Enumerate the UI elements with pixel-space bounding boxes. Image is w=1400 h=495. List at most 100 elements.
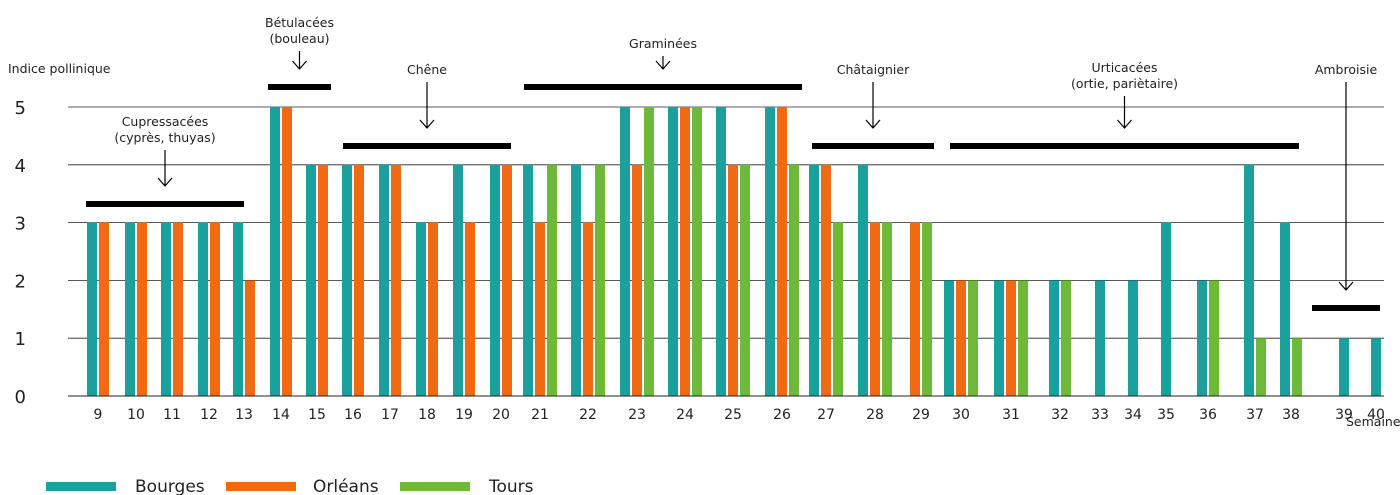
period-label: Graminées [629, 36, 697, 51]
x-tick-label: 26 [773, 407, 791, 423]
bar-orléans-week-20 [502, 164, 512, 396]
x-tick-label: 16 [344, 407, 362, 423]
bar-tours-week-23 [644, 107, 654, 396]
bar-orléans-week-11 [173, 222, 183, 396]
bar-bourges-week-14 [270, 107, 280, 396]
legend-label: Orléans [313, 477, 379, 495]
arrow-down-icon [1117, 96, 1132, 129]
bar-tours-week-25 [740, 164, 750, 396]
period-label: Châtaignier [837, 62, 910, 77]
bar-bourges-week-28 [858, 164, 868, 396]
x-tick-label: 35 [1157, 407, 1175, 423]
bar-bourges-week-13 [233, 222, 243, 396]
bar-bourges-week-23 [620, 107, 630, 396]
y-axis-title: Indice pollinique [8, 61, 111, 76]
x-tick-label: 20 [492, 407, 510, 423]
period-bar [86, 201, 244, 207]
legend-item-bourges: Bourges [46, 477, 205, 495]
period-bar [812, 143, 934, 149]
pollen-periods: Cupressacées(cyprès, thuyas) Bétulacées(b… [86, 15, 1380, 311]
bar-bourges-week-16 [342, 164, 352, 396]
x-tick-label: 9 [94, 407, 103, 423]
bar-orléans-week-22 [583, 222, 593, 396]
bar-tours-week-38 [1292, 338, 1302, 396]
bar-bourges-week-22 [571, 164, 581, 396]
y-tick-label: 5 [15, 98, 26, 119]
period-label: Bétulacées [265, 15, 334, 30]
period-ambroisie: Ambroisie [1312, 62, 1380, 311]
bar-bourges-week-9 [87, 222, 97, 396]
x-tick-label: 39 [1335, 407, 1353, 423]
x-tick-label: 21 [531, 407, 549, 423]
bar-bourges-week-34 [1128, 280, 1138, 396]
period-châtaignier: Châtaignier [812, 62, 934, 149]
bar-orléans-week-13 [245, 280, 255, 396]
x-tick-label: 14 [272, 407, 290, 423]
y-tick-label: 0 [15, 387, 26, 408]
bar-bourges-week-27 [809, 164, 819, 396]
bar-tours-week-24 [692, 107, 702, 396]
x-tick-label: 32 [1051, 407, 1069, 423]
arrow-down-icon [157, 150, 173, 187]
bar-orléans-week-31 [1006, 280, 1016, 396]
period-label: (bouleau) [269, 31, 329, 46]
legend-swatch [46, 482, 116, 491]
period-label: Ambroisie [1315, 62, 1378, 77]
x-tick-label: 33 [1091, 407, 1109, 423]
y-tick-label: 2 [15, 271, 26, 292]
bar-tours-week-32 [1061, 280, 1071, 396]
legend-item-orléans: Orléans [226, 477, 379, 495]
bar-bourges-week-31 [994, 280, 1004, 396]
x-tick-label: 38 [1282, 407, 1300, 423]
x-tick-label: 12 [200, 407, 218, 423]
bar-bourges-week-26 [765, 107, 775, 396]
x-tick-label: 11 [163, 407, 181, 423]
bar-bourges-week-36 [1197, 280, 1207, 396]
bar-orléans-week-15 [318, 164, 328, 396]
bar-orléans-week-28 [870, 222, 880, 396]
bar-bourges-week-10 [125, 222, 135, 396]
bar-tours-week-28 [882, 222, 892, 396]
arrow-down-icon [419, 82, 435, 129]
arrow-down-icon [292, 51, 307, 70]
bar-bourges-week-37 [1244, 164, 1254, 396]
bar-orléans-week-29 [910, 222, 920, 396]
bar-tours-week-31 [1018, 280, 1028, 396]
x-tick-label: 37 [1246, 407, 1264, 423]
x-axis: 9 10 11 12 13 14 15 16 17 18 19 20 21 22 23 24 25 26 27 28 2… [68, 395, 1385, 423]
legend-label: Tours [488, 477, 534, 495]
bar-tours-week-30 [968, 280, 978, 396]
period-label: (cyprès, thuyas) [114, 130, 215, 145]
x-tick-label: 17 [381, 407, 399, 423]
bar-bourges-week-25 [716, 107, 726, 396]
period-chêne: Chêne [343, 62, 511, 149]
bar-orléans-week-27 [821, 164, 831, 396]
y-axis: 0 1 2 3 4 5 [15, 98, 26, 408]
bar-bourges-week-11 [161, 222, 171, 396]
bar-orléans-week-19 [465, 222, 475, 396]
bar-tours-week-36 [1209, 280, 1219, 396]
x-tick-label: 22 [579, 407, 597, 423]
x-tick-label: 34 [1124, 407, 1142, 423]
bar-bourges-week-40 [1371, 338, 1381, 396]
bar-orléans-week-23 [632, 164, 642, 396]
bar-orléans-week-9 [99, 222, 109, 396]
legend-swatch [226, 482, 296, 491]
period-label: Urticacées [1092, 60, 1158, 75]
period-cupressacées: Cupressacées(cyprès, thuyas) [86, 114, 244, 207]
bar-orléans-week-14 [282, 107, 292, 396]
bar-bourges-week-30 [944, 280, 954, 396]
x-tick-label: 36 [1199, 407, 1217, 423]
bar-bourges-week-35 [1161, 222, 1171, 396]
x-tick-label: 29 [912, 407, 930, 423]
bar-bourges-week-32 [1049, 280, 1059, 396]
x-tick-label: 10 [127, 407, 145, 423]
bar-bourges-week-21 [523, 164, 533, 396]
bar-orléans-week-18 [428, 222, 438, 396]
x-tick-label: 25 [724, 407, 742, 423]
bar-orléans-week-30 [956, 280, 966, 396]
bar-orléans-week-16 [354, 164, 364, 396]
period-bar [268, 84, 331, 90]
period-label: Cupressacées [122, 114, 209, 129]
